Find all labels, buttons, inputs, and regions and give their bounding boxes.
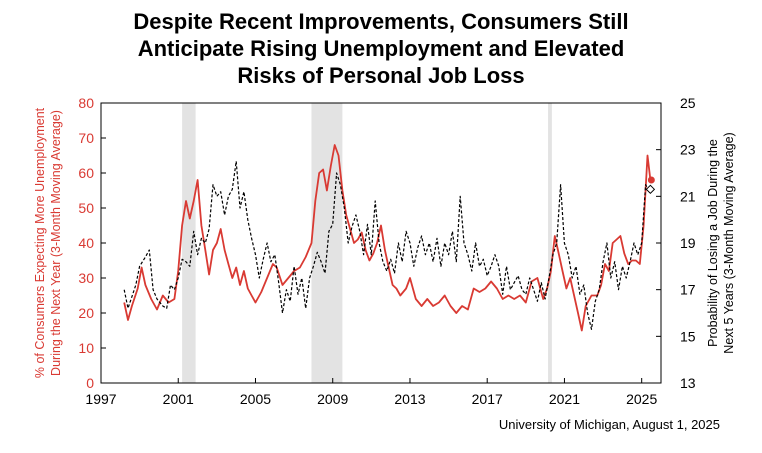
x-tick-label: 2021	[549, 391, 580, 407]
left-axis-title-line-1: % of Consumers Expecting More Unemployme…	[33, 107, 47, 378]
left-y-tick-label: 10	[78, 340, 94, 356]
x-tick-label: 2013	[394, 391, 425, 407]
right-axis-title: Probability of Losing a Job During the Ne…	[706, 132, 736, 353]
recession-band-2	[548, 103, 552, 383]
right-axis-title-line-1: Probability of Losing a Job During the	[706, 139, 720, 347]
x-tick-label: 1997	[85, 391, 116, 407]
chart-title-line-2: Anticipate Rising Unemployment and Eleva…	[137, 36, 625, 61]
left-y-tick-label: 30	[78, 270, 94, 286]
x-tick-label: 2025	[626, 391, 657, 407]
x-tick-label: 2005	[240, 391, 271, 407]
right-y-tick-label: 17	[680, 282, 696, 298]
left-axis-title: % of Consumers Expecting More Unemployme…	[33, 107, 63, 378]
right-y-tick-label: 15	[680, 328, 696, 344]
right-axis-title-line-2: Next 5 Years (3-Month Moving Average)	[722, 132, 736, 353]
source-note: University of Michigan, August 1, 2025	[498, 417, 720, 432]
right-y-tick-label: 23	[680, 142, 696, 158]
left-y-tick-label: 40	[78, 235, 94, 251]
left-y-tick-label: 0	[86, 375, 94, 391]
x-tick-label: 2017	[472, 391, 503, 407]
right-y-tick-label: 13	[680, 375, 696, 391]
right-y-tick-label: 25	[680, 95, 696, 111]
right-y-tick-label: 19	[680, 235, 696, 251]
left-axis-title-line-2: During the Next Year (3-Month Moving Ave…	[49, 110, 63, 376]
x-tick-label: 2001	[163, 391, 194, 407]
left-y-tick-label: 20	[78, 305, 94, 321]
end-marker-dot	[647, 176, 655, 184]
recession-band-1	[311, 103, 343, 383]
left-y-tick-label: 50	[78, 200, 94, 216]
series-line-unemployment-expectations	[123, 144, 652, 332]
recession-band-0	[182, 103, 196, 383]
x-tick-label: 2009	[317, 391, 348, 407]
left-y-tick-label: 60	[78, 165, 94, 181]
left-y-tick-label: 80	[78, 95, 94, 111]
chart-title-line-3: Risks of Personal Job Loss	[237, 63, 525, 88]
series-line-job-loss-probability	[123, 160, 650, 330]
left-y-tick-label: 70	[78, 130, 94, 146]
chart-title-line-1: Despite Recent Improvements, Consumers S…	[133, 9, 629, 34]
chart-title: Despite Recent Improvements, Consumers S…	[0, 8, 762, 89]
right-y-tick-label: 21	[680, 188, 696, 204]
end-marker-diamond	[645, 184, 656, 195]
